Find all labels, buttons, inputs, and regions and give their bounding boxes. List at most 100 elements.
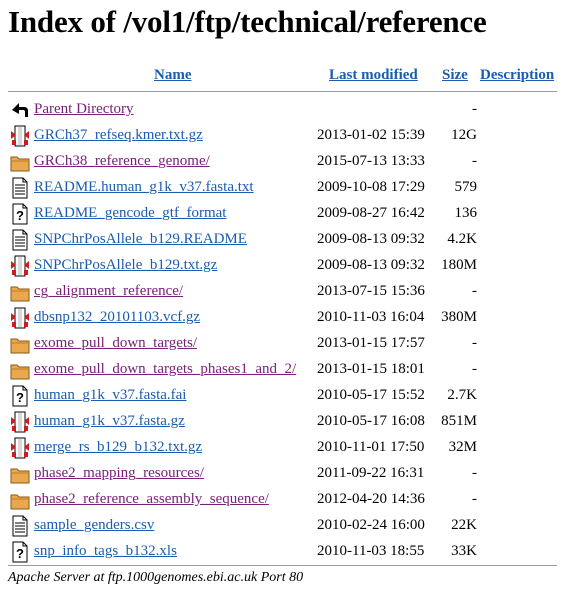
file-row: GRCh38_reference_genome/2015-07-13 13:33… — [0, 148, 569, 174]
file-size: 851M — [441, 413, 477, 429]
compressed-file-icon — [10, 255, 30, 277]
compressed-file-icon — [10, 437, 30, 459]
file-modified: 2009-08-27 16:42 — [317, 205, 425, 221]
column-header-size[interactable]: Size — [442, 67, 468, 83]
file-link[interactable]: merge_rs_b129_b132.txt.gz — [34, 439, 203, 455]
parent-size: - — [472, 101, 477, 117]
file-modified: 2010-05-17 16:08 — [317, 413, 425, 429]
file-row: SNPChrPosAllele_b129.README 2009-08-13 09… — [0, 226, 569, 252]
file-modified: 2010-11-01 17:50 — [317, 439, 425, 455]
file-link[interactable]: sample_genders.csv — [34, 517, 155, 533]
file-modified: 2013-01-02 15:39 — [317, 127, 425, 143]
file-modified: 2009-08-13 09:32 — [317, 231, 425, 247]
unknown-file-icon: ? — [10, 541, 30, 563]
file-row: SNPChrPosAllele_b129.txt.gz 2009-08-13 09… — [0, 252, 569, 278]
file-row: exome_pull_down_targets/2013-01-15 17:57… — [0, 330, 569, 356]
file-link[interactable]: human_g1k_v37.fasta.gz — [34, 413, 185, 429]
server-signature: Apache Server at ftp.1000genomes.ebi.ac.… — [8, 570, 304, 585]
folder-icon — [10, 489, 30, 511]
column-header-last-modified[interactable]: Last modified — [329, 67, 418, 83]
file-size: - — [472, 283, 477, 299]
file-size: - — [472, 335, 477, 351]
back-arrow-icon — [10, 99, 30, 121]
svg-text:?: ? — [16, 208, 24, 223]
file-link[interactable]: GRCh37_refseq.kmer.txt.gz — [34, 127, 203, 143]
file-modified: 2010-02-24 16:00 — [317, 517, 425, 533]
file-row: ? human_g1k_v37.fasta.fai 2010-05-17 15:52… — [0, 382, 569, 408]
file-link[interactable]: exome_pull_down_targets/ — [34, 335, 198, 351]
parent-directory-row: Parent Directory - — [0, 96, 569, 122]
page-title: Index of /vol1/ftp/technical/reference — [8, 4, 487, 39]
file-row: README.human_g1k_v37.fasta.txt 2009-10-08… — [0, 174, 569, 200]
file-row: dbsnp132_20101103.vcf.gz 2010-11-03 16:04… — [0, 304, 569, 330]
file-link[interactable]: phase2_mapping_resources/ — [34, 465, 204, 481]
file-link[interactable]: phase2_reference_assembly_sequence/ — [34, 491, 269, 507]
folder-icon — [10, 359, 30, 381]
column-header-description[interactable]: Description — [480, 67, 555, 83]
svg-text:?: ? — [16, 390, 24, 405]
file-modified: 2010-11-03 16:04 — [317, 309, 425, 325]
file-size: 2.7K — [447, 387, 477, 403]
file-link[interactable]: exome_pull_down_targets_phases1_and_2/ — [34, 361, 297, 377]
file-size: 33K — [451, 543, 477, 559]
file-modified: 2015-07-13 13:33 — [317, 153, 425, 169]
file-row: human_g1k_v37.fasta.gz 2010-05-17 16:08 85… — [0, 408, 569, 434]
folder-icon — [10, 333, 30, 355]
file-row: phase2_reference_assembly_sequence/2012-… — [0, 486, 569, 512]
file-size: 22K — [451, 517, 477, 533]
file-row: merge_rs_b129_b132.txt.gz 2010-11-01 17:5… — [0, 434, 569, 460]
file-row: phase2_mapping_resources/2011-09-22 16:3… — [0, 460, 569, 486]
footer-divider — [8, 565, 557, 566]
file-modified: 2009-10-08 17:29 — [317, 179, 425, 195]
folder-icon — [10, 281, 30, 303]
file-link[interactable]: SNPChrPosAllele_b129.txt.gz — [34, 257, 218, 273]
file-size: 32M — [448, 439, 477, 455]
column-header-name[interactable]: Name — [154, 67, 192, 83]
folder-icon — [10, 463, 30, 485]
file-size: 380M — [441, 309, 477, 325]
unknown-file-icon: ? — [10, 203, 30, 225]
text-file-icon — [10, 229, 30, 251]
file-link[interactable]: README.human_g1k_v37.fasta.txt — [34, 179, 254, 195]
file-row: exome_pull_down_targets_phases1_and_2/20… — [0, 356, 569, 382]
file-row: ? README_gencode_gtf_format 2009-08-27 16:… — [0, 200, 569, 226]
file-row: sample_genders.csv 2010-02-24 16:00 22K — [0, 512, 569, 538]
file-modified: 2013-01-15 17:57 — [317, 335, 425, 351]
file-row: GRCh37_refseq.kmer.txt.gz 2013-01-02 15:3… — [0, 122, 569, 148]
file-size: - — [472, 465, 477, 481]
file-row: ? snp_info_tags_b132.xls 2010-11-03 18:55 3… — [0, 538, 569, 564]
file-modified: 2011-09-22 16:31 — [317, 465, 425, 481]
file-size: - — [472, 153, 477, 169]
file-modified: 2010-11-03 18:55 — [317, 543, 425, 559]
file-modified: 2009-08-13 09:32 — [317, 257, 425, 273]
file-modified: 2010-05-17 15:52 — [317, 387, 425, 403]
file-modified: 2012-04-20 14:36 — [317, 491, 425, 507]
compressed-file-icon — [10, 411, 30, 433]
unknown-file-icon: ? — [10, 385, 30, 407]
parent-directory-link[interactable]: Parent Directory — [34, 101, 134, 117]
file-link[interactable]: GRCh38_reference_genome/ — [34, 153, 210, 169]
file-link[interactable]: human_g1k_v37.fasta.fai — [34, 387, 187, 403]
file-size: 4.2K — [447, 231, 477, 247]
file-size: - — [472, 361, 477, 377]
header-divider — [8, 91, 557, 92]
compressed-file-icon — [10, 125, 30, 147]
file-link[interactable]: snp_info_tags_b132.xls — [34, 543, 177, 559]
file-size: - — [472, 491, 477, 507]
folder-icon — [10, 151, 30, 173]
file-size: 12G — [451, 127, 477, 143]
file-row: cg_alignment_reference/2013-07-15 15:36 - — [0, 278, 569, 304]
file-modified: 2013-07-15 15:36 — [317, 283, 425, 299]
file-modified: 2013-01-15 18:01 — [317, 361, 425, 377]
text-file-icon — [10, 177, 30, 199]
file-link[interactable]: dbsnp132_20101103.vcf.gz — [34, 309, 201, 325]
file-link[interactable]: README_gencode_gtf_format — [34, 205, 227, 221]
text-file-icon — [10, 515, 30, 537]
file-size: 136 — [454, 205, 478, 221]
file-link[interactable]: SNPChrPosAllele_b129.README — [34, 231, 247, 247]
file-size: 579 — [454, 179, 478, 195]
svg-text:?: ? — [16, 546, 24, 561]
file-link[interactable]: cg_alignment_reference/ — [34, 283, 184, 299]
compressed-file-icon — [10, 307, 30, 329]
file-size: 180M — [441, 257, 477, 273]
